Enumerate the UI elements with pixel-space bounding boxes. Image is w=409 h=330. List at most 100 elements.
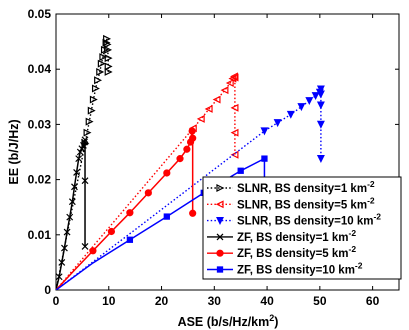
- x-tick-label: 50: [313, 294, 327, 308]
- legend-label: SLNR, BS density=1 km-2: [237, 179, 375, 195]
- data-point: [216, 184, 225, 192]
- data-point: [230, 103, 239, 112]
- legend-item: ZF, BS density=10 km-2: [207, 261, 363, 277]
- legend-item: SLNR, BS density=1 km-2: [207, 179, 375, 195]
- data-point: [216, 217, 224, 225]
- y-tick-label: 0: [44, 283, 51, 297]
- data-point: [103, 34, 112, 43]
- data-point: [237, 167, 244, 174]
- series-5: [56, 127, 197, 290]
- data-point: [78, 145, 86, 153]
- data-point: [81, 177, 89, 185]
- data-point: [104, 62, 113, 71]
- data-point: [73, 168, 81, 176]
- data-point: [81, 242, 89, 250]
- x-tick-label: 40: [260, 294, 274, 308]
- legend-label: SLNR, BS density=10 km-2: [237, 212, 381, 228]
- data-point: [85, 117, 94, 126]
- series-2: [56, 72, 239, 290]
- y-tick-label: 0.01: [28, 228, 52, 242]
- data-point: [316, 155, 325, 163]
- data-point: [126, 209, 134, 217]
- x-tick-label: 0: [53, 294, 60, 308]
- data-point: [104, 45, 113, 54]
- legend-label: ZF, BS density=1 km-2: [237, 228, 356, 244]
- legend-item: SLNR, BS density=5 km-2: [207, 195, 375, 211]
- data-point: [99, 53, 108, 62]
- data-point: [225, 79, 234, 87]
- data-point: [89, 95, 98, 104]
- y-tick-label: 0.03: [28, 117, 52, 131]
- data-point: [196, 114, 205, 123]
- axis-ticks: 0 10 20 30 40 50 60 0 0.01 0.02 0.03 0.04 0.05: [28, 7, 399, 308]
- y-tick-label: 0.02: [28, 173, 52, 187]
- data-point: [176, 155, 184, 163]
- data-point: [104, 54, 113, 63]
- series-3: [56, 85, 325, 290]
- legend-box: [202, 176, 402, 280]
- legend-label: ZF, BS density=5 km-2: [237, 244, 356, 260]
- data-point: [56, 273, 63, 281]
- data-point: [230, 150, 239, 159]
- data-point: [75, 155, 83, 163]
- x-axis-label: ASE (b/s/Hz/km2): [178, 313, 279, 329]
- data-point: [144, 189, 152, 197]
- x-tick-label: 10: [102, 294, 116, 308]
- data-point: [94, 76, 103, 85]
- series-line: [56, 157, 266, 290]
- data-point: [215, 200, 224, 209]
- data-point: [216, 233, 224, 241]
- data-point: [81, 136, 89, 144]
- data-point: [220, 86, 229, 95]
- legend-item: SLNR, BS density=10 km-2: [207, 212, 381, 228]
- data-point: [286, 110, 295, 119]
- series-4: [56, 136, 89, 290]
- data-point: [61, 244, 68, 252]
- series-line: [56, 75, 236, 290]
- data-point: [297, 103, 306, 112]
- data-point: [204, 104, 213, 113]
- data-point: [183, 145, 191, 153]
- data-point: [97, 59, 106, 68]
- data-point: [260, 127, 269, 136]
- data-point: [216, 249, 224, 257]
- y-tick-label: 0.04: [28, 62, 52, 76]
- data-point: [305, 97, 314, 106]
- data-point: [261, 155, 268, 162]
- data-point: [87, 106, 96, 115]
- data-point: [81, 138, 88, 146]
- data-point: [273, 119, 282, 128]
- data-point: [66, 213, 74, 221]
- y-axis-label: EE (b/J/Hz): [7, 119, 21, 184]
- data-point: [316, 85, 325, 94]
- data-point: [96, 67, 105, 76]
- data-point: [58, 258, 66, 266]
- legend-label: SLNR, BS density=5 km-2: [237, 195, 375, 211]
- data-point: [126, 236, 134, 243]
- data-point: [104, 67, 113, 76]
- legend-item: ZF, BS density=1 km-2: [207, 228, 356, 244]
- data-point: [76, 148, 84, 156]
- data-point: [311, 92, 320, 101]
- data-point: [230, 128, 239, 137]
- data-point: [189, 209, 197, 217]
- data-point: [68, 198, 76, 206]
- data-point: [89, 247, 97, 255]
- x-tick-label: 20: [155, 294, 169, 308]
- data-point: [163, 213, 170, 220]
- data-point: [316, 120, 325, 129]
- data-point: [163, 169, 171, 177]
- legend-item: ZF, BS density=5 km-2: [207, 244, 356, 260]
- x-tick-label: 60: [366, 294, 380, 308]
- legend-label: ZF, BS density=10 km-2: [237, 261, 363, 277]
- data-point: [71, 183, 78, 191]
- data-point: [316, 101, 325, 110]
- y-tick-label: 0.05: [28, 7, 52, 21]
- data-point: [230, 73, 239, 82]
- data-point: [188, 127, 196, 135]
- data-point: [316, 90, 325, 99]
- data-point: [216, 266, 224, 273]
- data-point: [91, 84, 100, 93]
